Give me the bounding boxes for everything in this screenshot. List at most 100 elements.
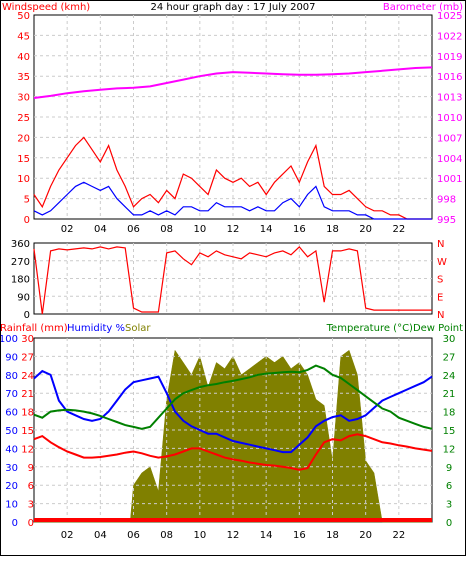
gust-series-line bbox=[33, 136, 432, 220]
wind-x-tick-label: 08 bbox=[160, 224, 173, 235]
barometer-tick-label: 1022 bbox=[437, 31, 462, 42]
humidity-tick-label: 80 bbox=[5, 371, 18, 382]
average-series-line bbox=[33, 181, 432, 220]
humidity-tick-label: 30 bbox=[5, 463, 18, 474]
temperature-tick-label: 15 bbox=[443, 426, 456, 437]
barometer-tick-label: 1010 bbox=[437, 113, 462, 124]
chart-title: 24 hour graph day : 17 July 2007 bbox=[150, 2, 315, 13]
barometer-tick-label: 995 bbox=[437, 215, 456, 226]
wind-tick-label: 25 bbox=[17, 113, 30, 124]
humidity-tick-label: 70 bbox=[5, 389, 18, 400]
humidity-tick-label: 60 bbox=[5, 408, 18, 419]
temperature-tick-label: 21 bbox=[443, 389, 456, 400]
temperature-x-tick-label: 02 bbox=[61, 530, 74, 541]
wind-x-tick-label: 10 bbox=[193, 224, 206, 235]
humidity-tick-label: 40 bbox=[5, 444, 18, 455]
humidity-tick-label: 20 bbox=[5, 481, 18, 492]
direction-tick-label: 90 bbox=[17, 292, 30, 303]
compass-label: N bbox=[437, 239, 444, 250]
barometer-axis-label: Barometer (mb) bbox=[383, 2, 463, 13]
wind-tick-label: 5 bbox=[24, 195, 30, 206]
wind-tick-label: 50 bbox=[17, 11, 30, 22]
rain-tick-label: 9 bbox=[28, 463, 34, 474]
temperature-x-tick-label: 14 bbox=[260, 530, 273, 541]
wind-x-tick-label: 16 bbox=[293, 224, 306, 235]
barometer-tick-label: 1025 bbox=[437, 11, 462, 22]
barometer-tick-label: 998 bbox=[437, 195, 456, 206]
direction-tick-label: 180 bbox=[11, 275, 30, 286]
temperature-x-tick-label: 12 bbox=[227, 530, 240, 541]
compass-label: S bbox=[437, 275, 443, 286]
humidity-tick-label: 0 bbox=[12, 518, 18, 529]
wind-tick-label: 45 bbox=[17, 31, 30, 42]
wind-x-tick-label: 12 bbox=[227, 224, 240, 235]
rain-tick-label: 3 bbox=[28, 500, 34, 511]
rain-tick-label: 30 bbox=[21, 334, 34, 345]
barometer-tick-label: 1007 bbox=[437, 133, 462, 144]
wind-x-tick-label: 04 bbox=[94, 224, 107, 235]
compass-label: E bbox=[437, 292, 443, 303]
temperature-x-tick-label: 04 bbox=[94, 530, 107, 541]
rain-tick-label: 6 bbox=[28, 481, 34, 492]
barometer-tick-label: 1004 bbox=[437, 154, 462, 165]
barometer-tick-label: 1013 bbox=[437, 93, 462, 104]
temperature-axis-label: Temperature (°C)Dew Point bbox=[326, 323, 463, 334]
temperature-tick-label: 0 bbox=[446, 518, 452, 529]
temperature-tick-label: 12 bbox=[443, 444, 456, 455]
wind-x-tick-label: 06 bbox=[127, 224, 140, 235]
solar-legend-label: Solar bbox=[125, 323, 151, 334]
rain-tick-label: 18 bbox=[21, 408, 34, 419]
wind-x-tick-label: 18 bbox=[326, 224, 339, 235]
barometer-tick-label: 1016 bbox=[437, 72, 462, 83]
wind-axis-label: Windspeed (kmh) bbox=[2, 2, 90, 13]
wind-tick-label: 20 bbox=[17, 133, 30, 144]
humidity-line bbox=[33, 369, 433, 454]
direction-tick-label: 270 bbox=[11, 257, 30, 268]
direction-tick-label: 0 bbox=[24, 310, 30, 321]
rain-tick-label: 12 bbox=[21, 444, 34, 455]
barometer-series-line bbox=[33, 66, 433, 99]
rain-tick-label: 21 bbox=[21, 389, 34, 400]
wind-tick-label: 40 bbox=[17, 52, 30, 63]
compass-label: W bbox=[437, 257, 447, 268]
direction-tick-label: 360 bbox=[11, 239, 30, 250]
temperature-x-tick-label: 06 bbox=[127, 530, 140, 541]
temperature-tick-label: 24 bbox=[443, 371, 456, 382]
humidity-tick-label: 90 bbox=[5, 352, 18, 363]
temperature-tick-label: 27 bbox=[443, 352, 456, 363]
temperature-tick-label: 9 bbox=[446, 463, 452, 474]
wind-tick-label: 15 bbox=[17, 154, 30, 165]
temperature-line bbox=[33, 364, 433, 430]
dew-point-line bbox=[33, 433, 433, 471]
humidity-tick-label: 50 bbox=[5, 426, 18, 437]
wind-x-tick-label: 22 bbox=[392, 224, 405, 235]
rainfall-axis-label: Rainfall (mm) bbox=[0, 323, 68, 334]
temperature-x-tick-label: 10 bbox=[193, 530, 206, 541]
wind-tick-label: 10 bbox=[17, 174, 30, 185]
temperature-x-tick-label: 22 bbox=[392, 530, 405, 541]
rain-tick-label: 0 bbox=[28, 518, 34, 529]
barometer-tick-label: 1019 bbox=[437, 52, 462, 63]
wind-tick-label: 30 bbox=[17, 93, 30, 104]
wind-x-tick-label: 02 bbox=[61, 224, 74, 235]
humidity-tick-label: 100 bbox=[0, 334, 18, 345]
rain-tick-label: 15 bbox=[21, 426, 34, 437]
temperature-x-tick-label: 08 bbox=[160, 530, 173, 541]
humidity-tick-label: 10 bbox=[5, 500, 18, 511]
temperature-x-tick-label: 16 bbox=[293, 530, 306, 541]
temperature-tick-label: 6 bbox=[446, 481, 452, 492]
wind-direction-line bbox=[33, 246, 432, 315]
humidity-legend-label: Humidity % bbox=[67, 323, 125, 334]
wind-x-tick-label: 20 bbox=[359, 224, 372, 235]
wind-tick-label: 0 bbox=[24, 215, 30, 226]
barometer-tick-label: 1001 bbox=[437, 174, 462, 185]
temperature-x-tick-label: 18 bbox=[326, 530, 339, 541]
temperature-tick-label: 30 bbox=[443, 334, 456, 345]
rain-tick-label: 24 bbox=[21, 371, 34, 382]
temperature-x-tick-label: 20 bbox=[359, 530, 372, 541]
wind-x-tick-label: 14 bbox=[260, 224, 273, 235]
compass-label: N bbox=[437, 310, 444, 321]
wind-tick-label: 35 bbox=[17, 72, 30, 83]
